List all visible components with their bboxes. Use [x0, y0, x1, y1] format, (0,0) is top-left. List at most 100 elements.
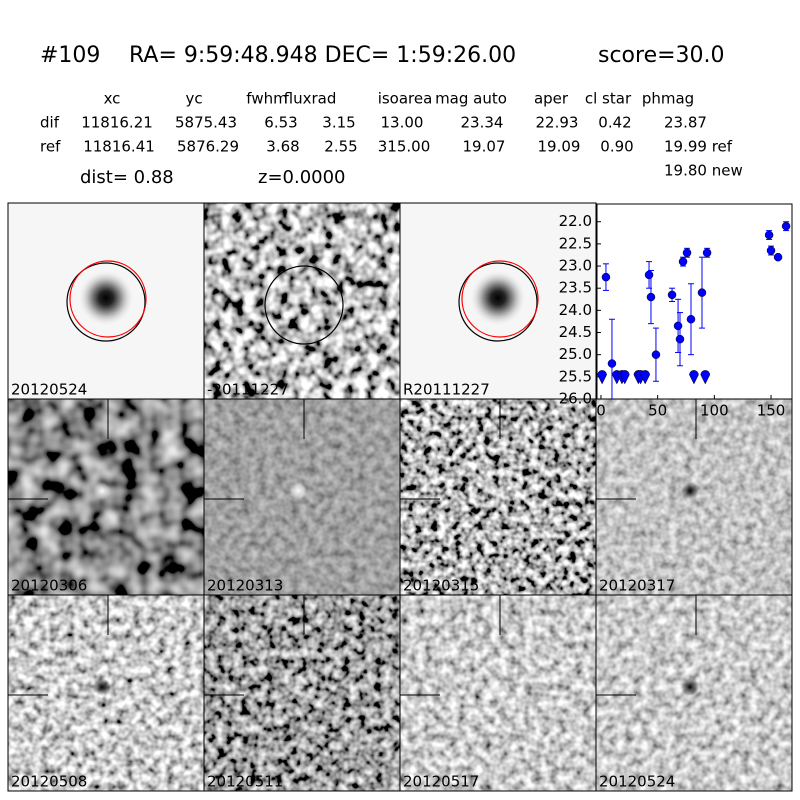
row-label: dif: [40, 114, 60, 132]
row-label: ref: [40, 138, 61, 156]
data-point: [766, 246, 776, 255]
y-tick-label: 25.5: [559, 367, 592, 385]
aperture-circle: [66, 262, 146, 342]
data-point: [601, 272, 611, 282]
table-cell: 0.42: [598, 114, 631, 132]
image-panel: 20120315: [399, 398, 597, 596]
data-point: [697, 288, 707, 297]
panel-label: 20120306: [11, 577, 87, 595]
panel-label: 20120313: [207, 577, 283, 595]
x-tick-label: 50: [648, 402, 667, 420]
image-grid: 20120524 -20111227 R20111227 20120306 201203…: [7, 202, 793, 792]
distance: dist= 0.88: [80, 167, 174, 188]
aperture-circle: [458, 262, 538, 342]
table-cell: 5876.29: [177, 138, 239, 156]
data-point: [781, 221, 791, 231]
upper-limit-marker: [640, 370, 650, 385]
data-point: [644, 270, 654, 280]
data-point: [673, 321, 683, 331]
table-cell: 3.68: [266, 138, 299, 156]
redshift: z=0.0000: [258, 167, 346, 188]
upper-limit-marker: [689, 370, 699, 385]
panel-label: 20120524: [599, 773, 675, 791]
data-point: [675, 334, 685, 344]
table-cell: 5875.43: [175, 114, 237, 132]
data-point: [764, 230, 774, 240]
column-header: phmag: [642, 90, 694, 108]
table-cell: 11816.21: [81, 114, 153, 132]
y-tick-label: 25.0: [559, 345, 592, 363]
panel-label: R20111227: [403, 381, 490, 399]
x-tick-label: 100: [700, 402, 729, 420]
table-cell: 3.15: [322, 114, 355, 132]
upper-limit-marker: [620, 370, 630, 385]
column-header: xc: [104, 90, 121, 108]
panel-label: 20120315: [403, 577, 479, 595]
upper-limit-marker: [700, 370, 711, 385]
y-tick-label: 22.0: [559, 212, 592, 230]
column-header: yc: [185, 90, 202, 108]
image-panel: R20111227: [399, 202, 597, 400]
image-panel: 20120517: [399, 594, 597, 792]
data-point: [646, 292, 656, 302]
panel-label: 20120517: [403, 773, 479, 791]
table-cell: 2.55: [324, 138, 357, 156]
table-cell: 13.00: [381, 114, 424, 132]
data-point: [686, 314, 696, 324]
x-tick-label: 150: [757, 402, 786, 420]
y-tick-label: 26.0: [559, 390, 592, 408]
table-cell: 19.09: [538, 138, 581, 156]
table-cell: 23.34: [461, 114, 504, 132]
table-cell: 0.90: [600, 138, 633, 156]
y-tick-label: 23.0: [559, 257, 592, 275]
table-cell: 23.87: [664, 114, 707, 132]
y-tick-label: 24.0: [559, 301, 592, 319]
aperture-circle: [69, 260, 147, 338]
aperture-circle: [264, 265, 344, 345]
column-header: cl star: [585, 90, 632, 108]
column-header: fluxrad: [284, 90, 337, 108]
data-point: [702, 248, 712, 257]
plot-area: [596, 203, 793, 400]
image-panel: 20120511: [203, 594, 401, 792]
table-cell: 6.53: [264, 114, 297, 132]
data-point: [678, 257, 688, 266]
image-panel: 20120524: [7, 202, 205, 400]
panel-label: -20111227: [207, 381, 289, 399]
data-point: [607, 359, 617, 368]
panel-label: 20120317: [599, 577, 675, 595]
table-cell: 11816.41: [83, 138, 155, 156]
x-tick-label: 0: [596, 402, 606, 420]
table-note: 19.80 new: [664, 162, 743, 180]
score: score=30.0: [598, 43, 725, 68]
image-panel: -20111227: [203, 202, 401, 400]
image-panel: 20120508: [7, 594, 205, 792]
panel-label: 20120524: [11, 381, 87, 399]
object-id: #109: [40, 43, 100, 68]
coordinates: RA= 9:59:48.948 DEC= 1:59:26.00: [129, 43, 516, 68]
image-panel: 20120317: [595, 398, 793, 596]
panel-label: 20120508: [11, 773, 87, 791]
light-curve: 22.0 22.5 23.0 23.5 24.0 24.5 25.0 25.5 26.00 50 1…: [559, 203, 793, 420]
plot-marks: [597, 221, 791, 399]
data-point: [773, 252, 783, 262]
image-panel: 20120524: [595, 594, 793, 792]
column-header: fwhm: [246, 90, 287, 108]
data-point: [651, 350, 661, 359]
column-header: mag auto: [435, 90, 507, 108]
table-cell: 19.99 ref: [664, 138, 733, 156]
y-tick-label: 24.5: [559, 323, 592, 341]
panel-label: 20120511: [207, 773, 283, 791]
image-panel: 20120306: [7, 398, 205, 596]
panel-border: [595, 594, 793, 792]
table-cell: 315.00: [378, 138, 431, 156]
table-cell: 22.93: [536, 114, 579, 132]
column-header: aper: [534, 90, 569, 108]
aperture-circle: [461, 260, 539, 338]
upper-limit-marker: [597, 370, 607, 385]
data-point: [667, 290, 677, 300]
image-panel: 20120313: [203, 398, 401, 596]
y-tick-label: 22.5: [559, 234, 592, 252]
data-point: [682, 248, 692, 257]
